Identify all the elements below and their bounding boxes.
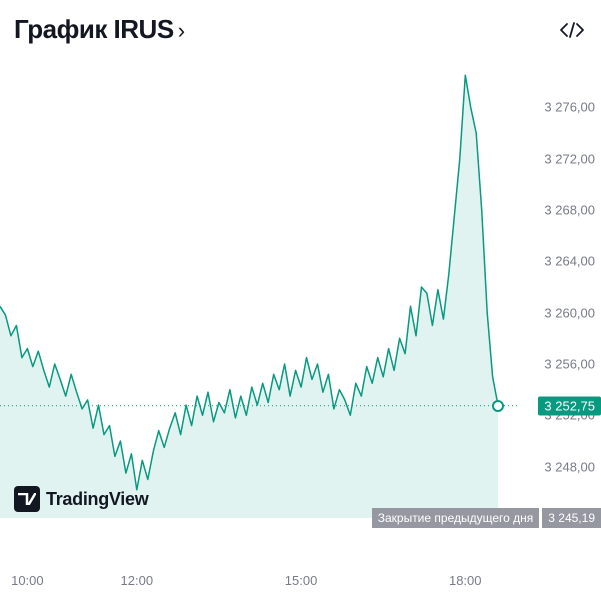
chart-title: График IRUS	[14, 14, 174, 45]
tradingview-logo[interactable]: TradingView	[14, 486, 148, 512]
chevron-right-icon: ›	[178, 18, 185, 44]
logo-badge-icon	[14, 486, 40, 512]
y-tick-label: 3 268,00	[544, 203, 595, 218]
y-tick-label: 3 272,00	[544, 151, 595, 166]
x-tick-label: 12:00	[121, 573, 154, 588]
x-tick-label: 15:00	[285, 573, 318, 588]
logo-text: TradingView	[46, 489, 148, 510]
y-tick-label: 3 248,00	[544, 459, 595, 474]
prev-close-value: 3 245,19	[542, 508, 601, 528]
title-link[interactable]: График IRUS ›	[14, 14, 185, 45]
y-tick-label: 3 276,00	[544, 100, 595, 115]
y-tick-label: 3 256,00	[544, 357, 595, 372]
embed-button[interactable]	[557, 19, 587, 41]
last-point-marker	[492, 400, 504, 412]
y-tick-label: 3 260,00	[544, 305, 595, 320]
header: График IRUS ›	[0, 0, 601, 45]
prev-close-label: Закрытие предыдущего дня	[372, 508, 540, 528]
chart-widget: График IRUS › 3 248,003 252,003 256,003 …	[0, 0, 601, 594]
y-tick-label: 3 264,00	[544, 254, 595, 269]
current-price-badge: 3 252,75	[538, 396, 601, 415]
x-axis-labels: 10:00 12:00 15:00 18:00	[0, 566, 520, 594]
chart-area[interactable]: 3 248,003 252,003 256,003 260,003 264,00…	[0, 56, 601, 594]
x-tick-label: 18:00	[449, 573, 482, 588]
price-plot	[0, 56, 520, 546]
x-tick-label: 10:00	[11, 573, 44, 588]
code-icon	[559, 21, 585, 39]
prev-close-row: Закрытие предыдущего дня 3 245,19	[372, 508, 601, 528]
